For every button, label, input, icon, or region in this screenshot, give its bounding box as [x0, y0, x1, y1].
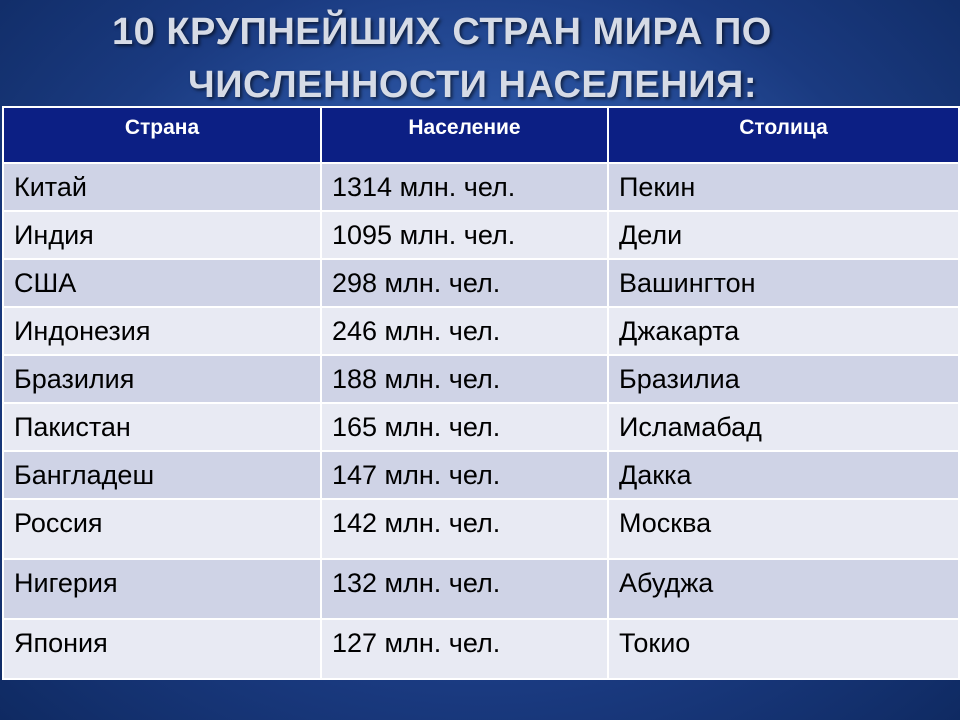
table-row: Бангладеш 147 млн. чел. Дакка	[2, 450, 960, 500]
title-line-1: 10 КРУПНЕЙШИХ СТРАН МИРА ПО	[112, 11, 772, 53]
header-population: Население	[320, 106, 609, 164]
table-row: Индия 1095 млн. чел. Дели	[2, 210, 960, 260]
population-table: Страна Население Столица Китай 1314 млн.…	[2, 106, 960, 680]
cell-population: 147 млн. чел.	[320, 450, 609, 500]
table-row: Россия 142 млн. чел. Москва	[2, 498, 960, 560]
cell-population: 127 млн. чел.	[320, 618, 609, 680]
table-row: Индонезия 246 млн. чел. Джакарта	[2, 306, 960, 356]
cell-capital: Москва	[607, 498, 960, 560]
cell-capital: Джакарта	[607, 306, 960, 356]
cell-population: 1314 млн. чел.	[320, 162, 609, 212]
table-header-row: Страна Население Столица	[2, 106, 960, 164]
cell-capital: Дакка	[607, 450, 960, 500]
cell-population: 165 млн. чел.	[320, 402, 609, 452]
cell-population: 298 млн. чел.	[320, 258, 609, 308]
table-row: Пакистан 165 млн. чел. Исламабад	[2, 402, 960, 452]
cell-country: Китай	[2, 162, 322, 212]
cell-country: Япония	[2, 618, 322, 680]
cell-country: Пакистан	[2, 402, 322, 452]
cell-population: 246 млн. чел.	[320, 306, 609, 356]
table-row: Нигерия 132 млн. чел. Абуджа	[2, 558, 960, 620]
cell-capital: Исламабад	[607, 402, 960, 452]
header-capital: Столица	[607, 106, 960, 164]
table-row: США 298 млн. чел. Вашингтон	[2, 258, 960, 308]
page-title: 10 КРУПНЕЙШИХ СТРАН МИРА ПО ЧИСЛЕННОСТИ …	[0, 6, 960, 112]
cell-country: Россия	[2, 498, 322, 560]
cell-population: 188 млн. чел.	[320, 354, 609, 404]
cell-country: Индонезия	[2, 306, 322, 356]
cell-capital: Бразилиа	[607, 354, 960, 404]
cell-country: Индия	[2, 210, 322, 260]
cell-population: 132 млн. чел.	[320, 558, 609, 620]
cell-capital: Пекин	[607, 162, 960, 212]
cell-country: Бразилия	[2, 354, 322, 404]
cell-population: 142 млн. чел.	[320, 498, 609, 560]
table-row: Япония 127 млн. чел. Токио	[2, 618, 960, 680]
cell-country: Нигерия	[2, 558, 322, 620]
header-country: Страна	[2, 106, 322, 164]
cell-population: 1095 млн. чел.	[320, 210, 609, 260]
cell-capital: Дели	[607, 210, 960, 260]
table-row: Бразилия 188 млн. чел. Бразилиа	[2, 354, 960, 404]
cell-capital: Токио	[607, 618, 960, 680]
cell-country: Бангладеш	[2, 450, 322, 500]
table-row: Китай 1314 млн. чел. Пекин	[2, 162, 960, 212]
title-line-2: ЧИСЛЕННОСТИ НАСЕЛЕНИЯ:	[188, 64, 757, 106]
cell-capital: Абуджа	[607, 558, 960, 620]
cell-capital: Вашингтон	[607, 258, 960, 308]
cell-country: США	[2, 258, 322, 308]
